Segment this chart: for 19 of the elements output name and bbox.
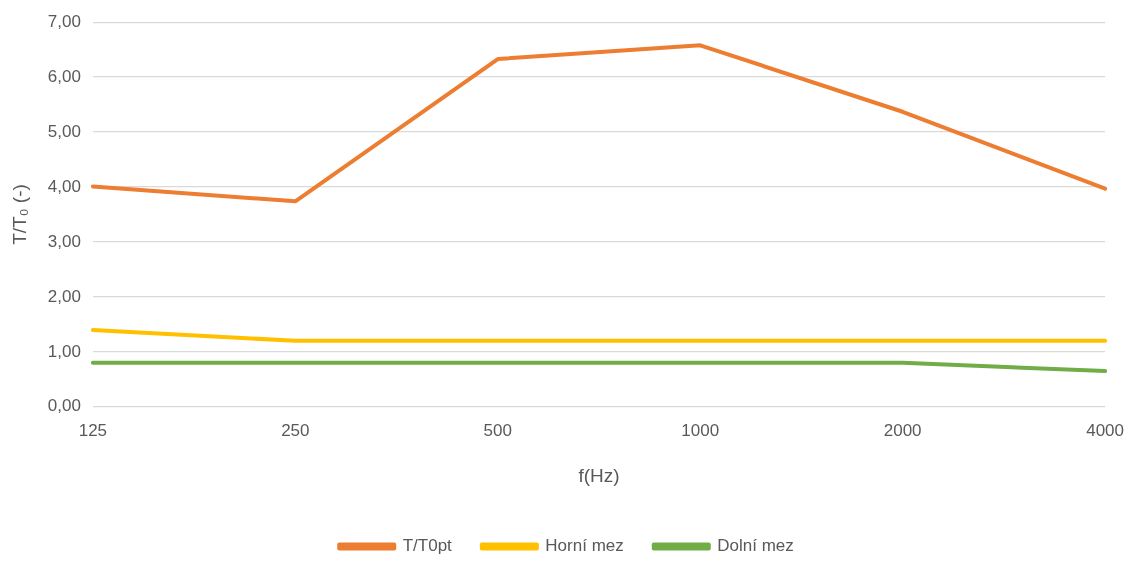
x-axis-title: f(Hz)	[578, 464, 620, 486]
x-tick-label: 2000	[883, 420, 922, 440]
y-tick-label: 4,00	[47, 176, 81, 196]
legend-label: T/T0pt	[402, 536, 453, 556]
legend-label: Horní mez	[545, 536, 624, 556]
y-tick-label: 0,00	[47, 396, 81, 416]
x-tick-label: 125	[78, 420, 108, 440]
x-tick-label: 1000	[681, 420, 720, 440]
x-tick-label: 4000	[1086, 420, 1124, 440]
y-tick-label: 2,00	[47, 286, 81, 306]
y-tick-label: 5,00	[47, 121, 81, 141]
y-tick-label: 7,00	[47, 11, 81, 31]
y-tick-label: 1,00	[47, 341, 81, 361]
legend-label: Dolní mez	[717, 536, 794, 556]
y-axis-title: T/T₀ (-)	[8, 184, 30, 245]
y-tick-label: 6,00	[47, 66, 81, 86]
x-tick-label: 500	[483, 420, 512, 440]
x-tick-label: 250	[281, 420, 310, 440]
y-tick-label: 3,00	[47, 231, 81, 251]
